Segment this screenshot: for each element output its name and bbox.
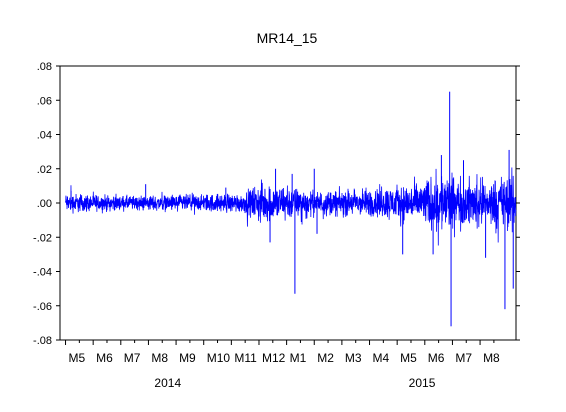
x-tick-label: M9 [179,351,196,365]
y-tick-label: .08 [37,61,52,73]
x-tick-label: M4 [373,351,390,365]
chart-title: MR14_15 [257,30,318,46]
plot-area: .08 .06 .04 .02 .00 -.02 -.04 -.06 -.08 M5 M6 M7 M8 M… [33,61,520,390]
series-line [65,167,517,246]
x-year-label: 2015 [409,376,436,390]
x-tick-label: M2 [317,351,334,365]
x-tick-label: M6 [428,351,445,365]
y-tick-label: -.08 [33,335,52,347]
y-tick-label: .02 [37,164,52,176]
x-tick-label: M7 [455,351,472,365]
x-tick-label: M8 [151,351,168,365]
x-tick-label: M12 [262,351,286,365]
x-tick-label: M3 [345,351,362,365]
x-tick-label: M5 [400,351,417,365]
x-tick-label: M6 [96,351,113,365]
y-tick-label: -.02 [33,232,52,244]
y-tick-label: .00 [37,198,52,210]
x-tick-label: M8 [483,351,500,365]
x-tick-label: M10 [207,351,231,365]
x-tick-label: M5 [69,351,86,365]
y-tick-label: -.04 [33,267,52,279]
x-tick-label: M11 [234,351,257,365]
x-tick-label: M1 [290,351,307,365]
x-tick-label: M7 [124,351,141,365]
y-tick-label: .04 [37,130,52,142]
y-tick-label: .06 [37,95,52,107]
x-year-label: 2014 [154,376,181,390]
y-tick-label: -.06 [33,301,52,313]
